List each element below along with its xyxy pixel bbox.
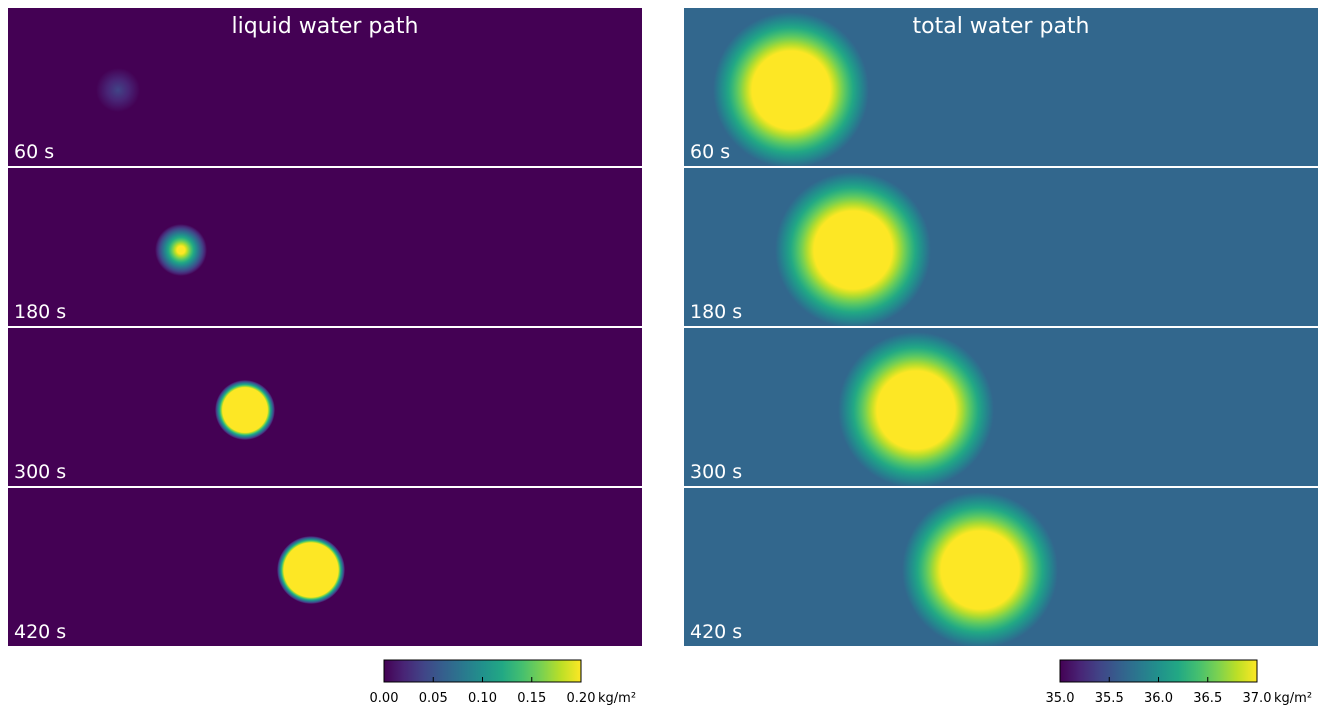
colorbar-tick-label: 0.00 (370, 691, 399, 706)
panel-title: liquid water path (232, 14, 419, 39)
panel-background (8, 328, 642, 486)
panel-label: 60 s (14, 141, 54, 163)
panel-label: 180 s (14, 301, 66, 323)
colorbar-tick-label: 0.10 (468, 691, 497, 706)
panel (684, 168, 1318, 326)
blob (902, 492, 1058, 646)
blob (96, 68, 140, 112)
panel-label: 60 s (690, 141, 730, 163)
panel (684, 328, 1318, 486)
blob (713, 12, 869, 166)
panel (8, 328, 642, 486)
colorbar-unit: kg/m² (598, 691, 636, 706)
colorbar-unit: kg/m² (1274, 691, 1312, 706)
colorbar-tick-label: 37.0 (1243, 691, 1272, 706)
colorbar-tick-label: 0.15 (517, 691, 546, 706)
colorbar-tick-label: 36.5 (1193, 691, 1222, 706)
panel-label: 180 s (690, 301, 742, 323)
blob (277, 536, 345, 604)
blob (155, 224, 207, 276)
panel-label: 300 s (690, 461, 742, 483)
blob (215, 380, 275, 440)
panel (684, 8, 1318, 166)
panel-label: 420 s (14, 621, 66, 643)
blob (838, 332, 994, 486)
colorbar-tick-label: 35.0 (1046, 691, 1075, 706)
blob (775, 172, 931, 326)
heatmap-image-panels: 60 s 180 s 300 s 420 s total water path 35.0 3… (684, 8, 1318, 706)
colorbar-tick-label: 0.20 (567, 691, 596, 706)
heatmap-image-panels: 60 s 180 s 300 s 420 s liquid water path 0.00… (8, 8, 642, 706)
panel (8, 168, 642, 326)
colorbar-tick-label: 0.05 (419, 691, 448, 706)
colorbar-tick-label: 36.0 (1144, 691, 1173, 706)
panel (684, 488, 1318, 646)
panel-label: 420 s (690, 621, 742, 643)
colorbar-tick-label: 35.5 (1095, 691, 1124, 706)
panel (8, 8, 642, 166)
panel-title: total water path (913, 14, 1090, 39)
panel-background (8, 168, 642, 326)
panel (8, 488, 642, 646)
panel-background (684, 328, 1318, 486)
panel-label: 300 s (14, 461, 66, 483)
